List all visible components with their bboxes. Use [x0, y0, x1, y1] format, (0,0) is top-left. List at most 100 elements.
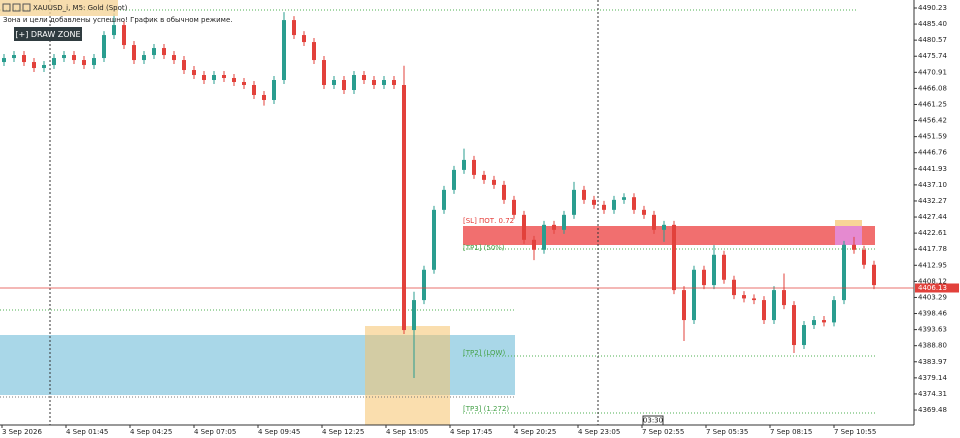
entry-zone — [835, 226, 862, 245]
orange-zone — [365, 326, 450, 425]
candle-body — [502, 184, 506, 200]
candle-body — [122, 25, 126, 46]
icon — [12, 3, 21, 12]
notice: Зона и цели добавлены успешно! График в … — [3, 16, 232, 24]
icon — [22, 3, 31, 12]
current-price-box — [915, 283, 959, 293]
candle-body — [872, 264, 876, 286]
y-tick-label: 4369.48 — [918, 406, 947, 414]
candle-body — [162, 48, 166, 56]
x-tick-label: 4 Sep 23:05 — [578, 428, 620, 436]
y-tick-label: 4374.31 — [918, 390, 947, 398]
candle-body — [862, 249, 866, 265]
candle-body — [242, 82, 246, 85]
candle-body — [322, 60, 326, 85]
chart-title: XAUUSD_i, M5: Gold (Spot) — [33, 4, 128, 12]
button-label[interactable]: [+] DRAW ZONE — [15, 30, 80, 39]
candle-body — [542, 224, 546, 250]
candle-body — [652, 214, 656, 230]
candle-body — [132, 45, 136, 61]
y-tick-label: 4446.76 — [918, 149, 947, 157]
candle-body — [152, 48, 156, 56]
candle-body — [92, 58, 96, 66]
annotation: [TP2] (LOW) — [463, 349, 505, 357]
candle-body — [352, 75, 356, 90]
candle-body — [832, 300, 836, 323]
candle-body — [102, 35, 106, 59]
candle-body — [842, 244, 846, 301]
y-tick-label: 4490.23 — [918, 4, 947, 12]
candle-body — [732, 279, 736, 296]
candle-body — [482, 174, 486, 180]
x-tick-label: 4 Sep 09:45 — [258, 428, 300, 436]
candle-body — [12, 55, 16, 59]
y-tick-label: 4466.08 — [918, 84, 947, 92]
candle-body — [622, 197, 626, 200]
candle-body — [442, 189, 446, 210]
candle-body — [702, 269, 706, 286]
candle-body — [592, 199, 596, 205]
candle-body — [412, 300, 416, 331]
candle-body — [52, 58, 56, 66]
x-tick-label: 4 Sep 01:45 — [66, 428, 108, 436]
candle-body — [632, 197, 636, 210]
candle-body — [742, 295, 746, 299]
candle-body — [372, 80, 376, 85]
candle-body — [432, 209, 436, 270]
levels — [0, 9, 875, 414]
y-tick-label: 4432.27 — [918, 197, 947, 205]
candle-body — [762, 300, 766, 321]
candle-body — [392, 80, 396, 85]
candle-body — [72, 55, 76, 61]
candle-body — [192, 70, 196, 76]
icon — [2, 3, 11, 12]
candle-body — [32, 62, 36, 69]
y-tick-label: 4480.57 — [918, 36, 947, 44]
candle-body — [692, 269, 696, 321]
y-tick-label: 4437.10 — [918, 181, 947, 189]
x-tick-label: 7 Sep 05:35 — [706, 428, 748, 436]
annotation: [TP3] (1.272) — [463, 405, 509, 413]
candle-body — [802, 325, 806, 346]
candle-body — [852, 244, 856, 250]
candle-body — [202, 75, 206, 81]
candle-body — [232, 78, 236, 83]
candle-body — [292, 20, 296, 36]
candle-body — [612, 199, 616, 210]
y-tick-label: 4417.78 — [918, 245, 947, 253]
candle-body — [252, 85, 256, 95]
y-tick-label: 4485.40 — [918, 20, 947, 28]
x-tick-label: 7 Sep 08:15 — [770, 428, 812, 436]
x-tick-label: 3 Sep 2026 — [2, 428, 42, 436]
y-tick-label: 4403.29 — [918, 293, 947, 301]
x-tick-label: 4 Sep 15:05 — [386, 428, 428, 436]
candle-body — [552, 224, 556, 230]
y-tick-label: 4427.44 — [918, 213, 947, 221]
draw-zone-button[interactable] — [14, 27, 82, 41]
x-tick-label: 7 Sep 02:55 — [642, 428, 684, 436]
y-tick-label: 4470.91 — [918, 68, 947, 76]
candle-body — [42, 65, 46, 69]
candle-body — [182, 60, 186, 71]
y-tick-label: 4451.59 — [918, 133, 947, 141]
candle-body — [522, 214, 526, 240]
x-tick-label: 4 Sep 12:25 — [322, 428, 364, 436]
y-tick-label: 4461.25 — [918, 100, 947, 108]
candle-body — [782, 290, 786, 306]
candle-body — [222, 75, 226, 79]
sl-zone — [463, 226, 875, 245]
entry-top — [835, 220, 862, 228]
candle-body — [82, 60, 86, 66]
y-tick-label: 4441.93 — [918, 165, 947, 173]
candle-body — [582, 189, 586, 200]
time-marker-box — [642, 415, 664, 426]
candle-body — [362, 75, 366, 81]
candle-body — [572, 189, 576, 215]
candle-body — [722, 254, 726, 280]
candle-body — [62, 55, 66, 59]
candle-body — [602, 204, 606, 210]
candle-body — [282, 20, 286, 81]
candle-body — [302, 35, 306, 43]
y-tick-label: 4379.14 — [918, 374, 947, 382]
candle-body — [792, 305, 796, 346]
